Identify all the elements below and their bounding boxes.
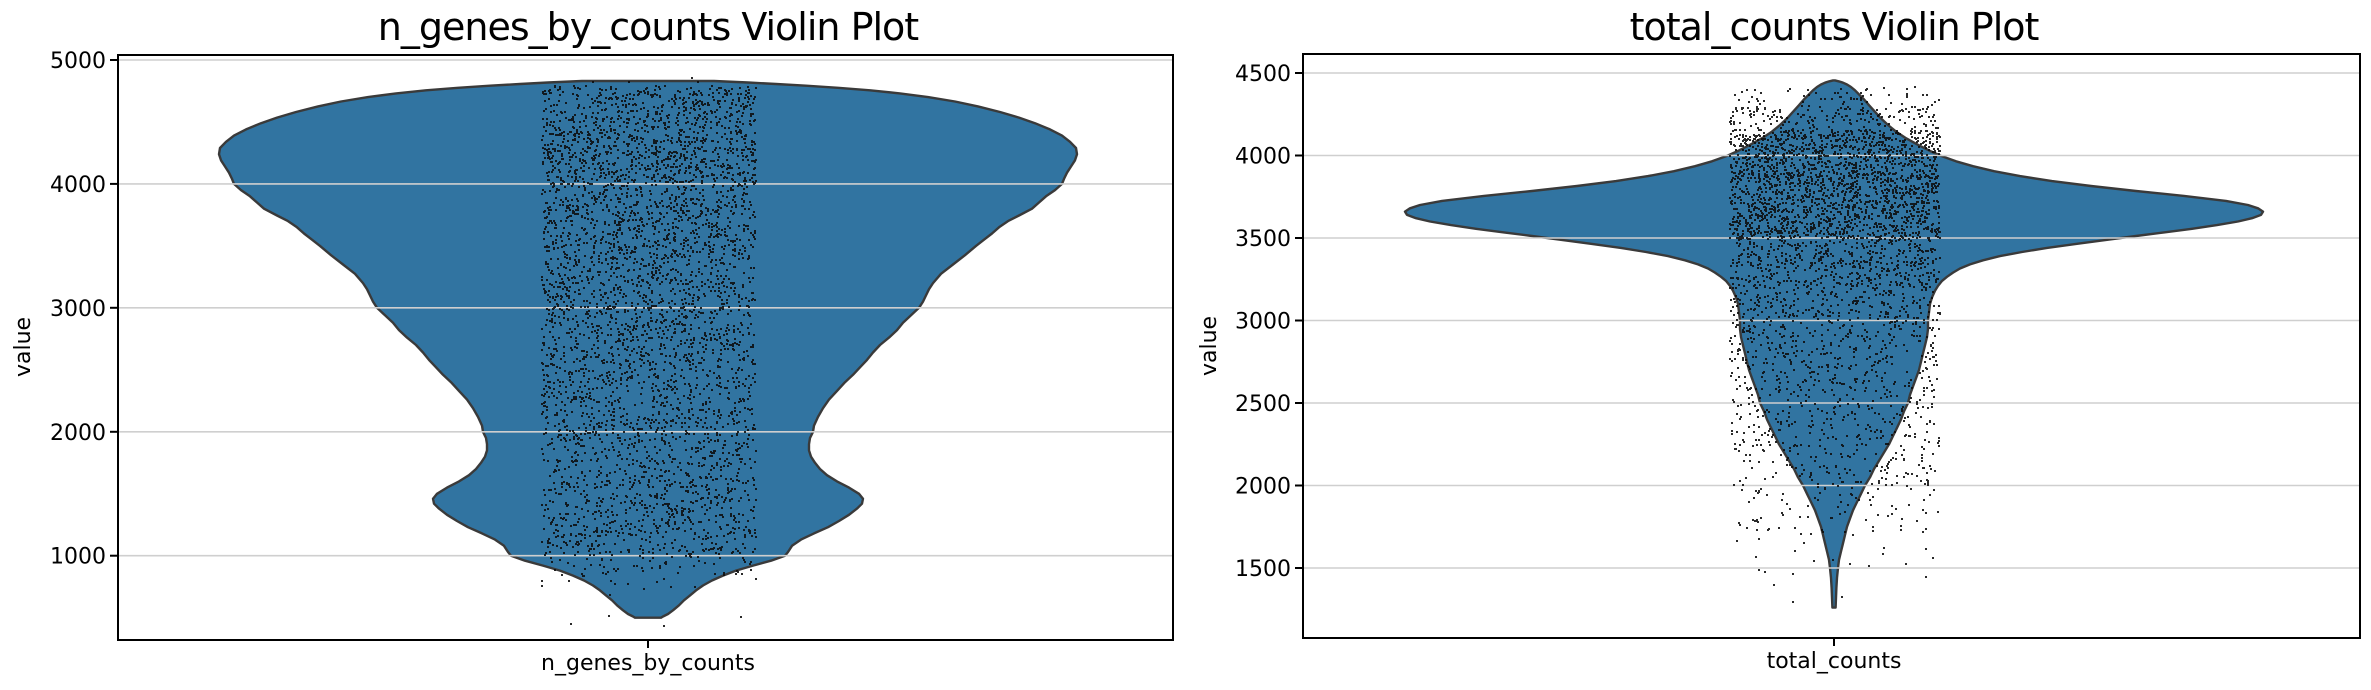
y-tick-label: 4000 — [50, 173, 106, 198]
violin-shape — [217, 79, 1079, 619]
y-axis-label: value — [1197, 316, 1222, 376]
violin-shape — [1403, 79, 2265, 609]
panel-n-genes-by-counts: 1000 2000 3000 4000 5000 n_genes_by_counts V… — [11, 5, 1174, 676]
axes-frame — [1302, 53, 2361, 639]
axes-frame — [117, 54, 1174, 641]
y-tick-label: 5000 — [50, 49, 106, 74]
plot-title: n_genes_by_counts Violin Plot — [378, 5, 919, 49]
y-tick-label: 4000 — [1235, 145, 1291, 170]
x-tick-label: n_genes_by_counts — [541, 651, 755, 676]
y-tick-label: 2000 — [1235, 475, 1291, 500]
x-tick-label: total_counts — [1767, 649, 1902, 674]
y-tick-label: 3500 — [1235, 227, 1291, 252]
y-tick-label: 2000 — [50, 421, 106, 446]
y-axis-label: value — [11, 317, 36, 377]
plot-area-total-counts: 1500 2000 2500 3000 3500 4000 4500 — [1235, 53, 2361, 646]
panel-total-counts: 1500 2000 2500 3000 3500 4000 4500 total_count… — [1197, 5, 2361, 674]
plot-area-n-genes: 1000 2000 3000 4000 5000 — [50, 49, 1174, 648]
scatter-points — [541, 77, 757, 627]
y-tick-label: 2500 — [1235, 392, 1291, 417]
y-tick-label: 1000 — [50, 545, 106, 570]
y-tick-label: 3000 — [1235, 310, 1291, 335]
plot-title: total_counts Violin Plot — [1630, 5, 2039, 49]
y-tick-label: 4500 — [1235, 62, 1291, 87]
y-tick-label: 3000 — [50, 297, 106, 322]
scatter-points — [1729, 86, 1941, 603]
y-tick-label: 1500 — [1235, 557, 1291, 582]
